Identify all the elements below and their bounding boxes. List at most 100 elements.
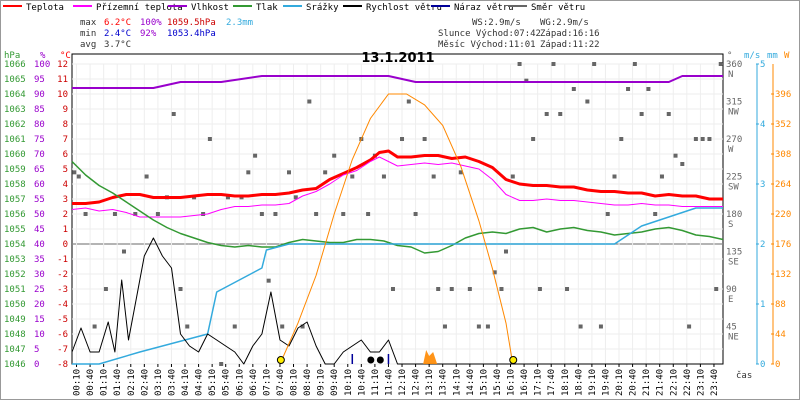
tick-label-celsius: 7 — [63, 135, 68, 145]
wind-direction-point — [273, 212, 278, 216]
wind-direction-point — [171, 112, 176, 116]
tick-label-dir-deg: 270 — [726, 135, 742, 145]
wind-direction-point — [639, 112, 644, 116]
x-axis: 00:10 00:40 01:10 01:40 02:10 02:40 03:10 03:40… — [73, 364, 720, 396]
series-humidity-line — [72, 75, 723, 89]
legend-label-direction: Směr větru — [531, 3, 585, 13]
wind-direction-point — [266, 278, 271, 283]
tick-label-hpa: 1050 — [4, 300, 26, 310]
legend-label-gust: Náraz větru — [454, 3, 514, 13]
wind-direction-point — [485, 324, 490, 329]
wind-direction-point — [406, 99, 411, 104]
tick-label-watt: 220 — [775, 210, 791, 220]
solar-peak-marker — [423, 350, 438, 364]
wind-direction-point — [332, 153, 337, 158]
wind-direction-point — [571, 87, 576, 91]
wind-direction-point — [307, 99, 312, 104]
tick-label-pct: 15 — [34, 315, 45, 325]
tick-label-celsius: 0 — [63, 240, 68, 250]
x-tick-label: 18:10 — [561, 369, 571, 396]
tick-label-pct: 75 — [34, 135, 45, 145]
wind-direction-point — [280, 324, 285, 329]
stats-block: max 6.2°C 100% 1059.5hPa 2.3mm min 2.4°C… — [80, 18, 253, 50]
tick-label-celsius: 9 — [63, 105, 68, 115]
wind-direction-point — [687, 324, 692, 329]
tick-label-watt: 0 — [775, 360, 780, 370]
series-pressure-line — [71, 160, 724, 254]
x-tick-label: 20:10 — [615, 369, 625, 396]
wind-direction-point — [178, 287, 183, 291]
tick-label-dir-name: SE — [728, 258, 739, 268]
tick-label-hpa: 1052 — [4, 270, 26, 280]
unit-pct: % — [40, 51, 46, 61]
wind-direction-point — [653, 212, 658, 216]
moon-marker — [367, 356, 375, 364]
wind-direction-point — [155, 212, 160, 216]
tick-label-hpa: 1061 — [4, 135, 26, 145]
tick-label-celsius: 1 — [63, 225, 68, 235]
x-tick-label: 21:40 — [656, 369, 666, 396]
tick-label-hpa: 1049 — [4, 315, 26, 325]
x-tick-label: 12:40 — [412, 369, 422, 396]
tick-label-dir-name: S — [728, 220, 733, 230]
wind-direction-point — [112, 212, 117, 216]
x-tick-label: 13:10 — [425, 369, 435, 396]
x-tick-label: 21:10 — [642, 369, 652, 396]
tick-label-ms: 4 — [760, 120, 765, 130]
wind-direction-point — [381, 174, 386, 179]
tick-label-hpa: 1054 — [4, 240, 26, 250]
tick-label-hpa: 1053 — [4, 255, 26, 265]
tick-label-ms: 1 — [760, 300, 765, 310]
unit-celsius: °C — [60, 51, 71, 61]
tick-label-pct: 90 — [34, 90, 45, 100]
tick-label-pct: 25 — [34, 285, 45, 295]
legend-label-rain: Srážky — [306, 3, 339, 13]
x-tick-label: 00:40 — [86, 369, 96, 396]
wind-direction-point — [207, 137, 212, 141]
tick-label-watt: 264 — [775, 180, 791, 190]
tick-label-celsius: -7 — [57, 345, 68, 355]
tick-label-hpa: 1056 — [4, 210, 26, 220]
unit-watt: W — [784, 51, 790, 61]
x-tick-label: 15:40 — [493, 369, 503, 396]
tick-label-hpa: 1064 — [4, 90, 26, 100]
wind-direction-point — [83, 212, 88, 216]
wind-direction-point — [537, 287, 542, 291]
tick-label-dir-name: W — [728, 145, 734, 155]
tick-label-ms: 2 — [760, 240, 765, 250]
stat-max-rain: 2.3mm — [226, 18, 253, 28]
tick-label-hpa: 1048 — [4, 330, 26, 340]
grid-lines — [72, 63, 723, 365]
tick-label-celsius: -2 — [57, 270, 68, 280]
wind-direction-point — [578, 324, 583, 329]
x-tick-label: 04:40 — [195, 369, 205, 396]
stat-min-label: min — [80, 29, 96, 39]
tick-label-pct: 45 — [34, 225, 45, 235]
unit-ms: m/s — [744, 51, 760, 61]
axis-unit-labels: hPa % °C ° m/s mm W čas — [4, 51, 790, 381]
legend-label-humidity: Vlhkost — [191, 3, 229, 13]
wind-direction-point — [673, 153, 678, 158]
x-tick-label: 10:10 — [344, 369, 354, 396]
stat-avg-temp: 3.7°C — [104, 40, 131, 50]
stat-max-label: max — [80, 18, 97, 28]
stat-max-temp: 6.2°C — [104, 18, 131, 28]
x-tick-label: 11:40 — [384, 369, 394, 396]
wind-direction-point — [524, 78, 529, 83]
wind-direction-point — [442, 324, 447, 329]
wind-direction-point — [659, 174, 664, 179]
tick-label-watt: 88 — [775, 300, 786, 310]
wind-direction-point — [144, 174, 149, 179]
tick-label-watt: 44 — [775, 330, 786, 340]
series-lines — [71, 75, 724, 365]
tick-label-pct: 40 — [34, 240, 45, 250]
x-tick-label: 19:10 — [588, 369, 598, 396]
tick-label-pct: 100 — [34, 60, 50, 70]
stat-min-hum: 92% — [140, 29, 157, 39]
tick-label-ms: 0 — [760, 360, 765, 370]
x-tick-label: 13:40 — [439, 369, 449, 396]
x-tick-label: 01:40 — [113, 369, 123, 396]
wind-direction-point — [646, 87, 651, 91]
